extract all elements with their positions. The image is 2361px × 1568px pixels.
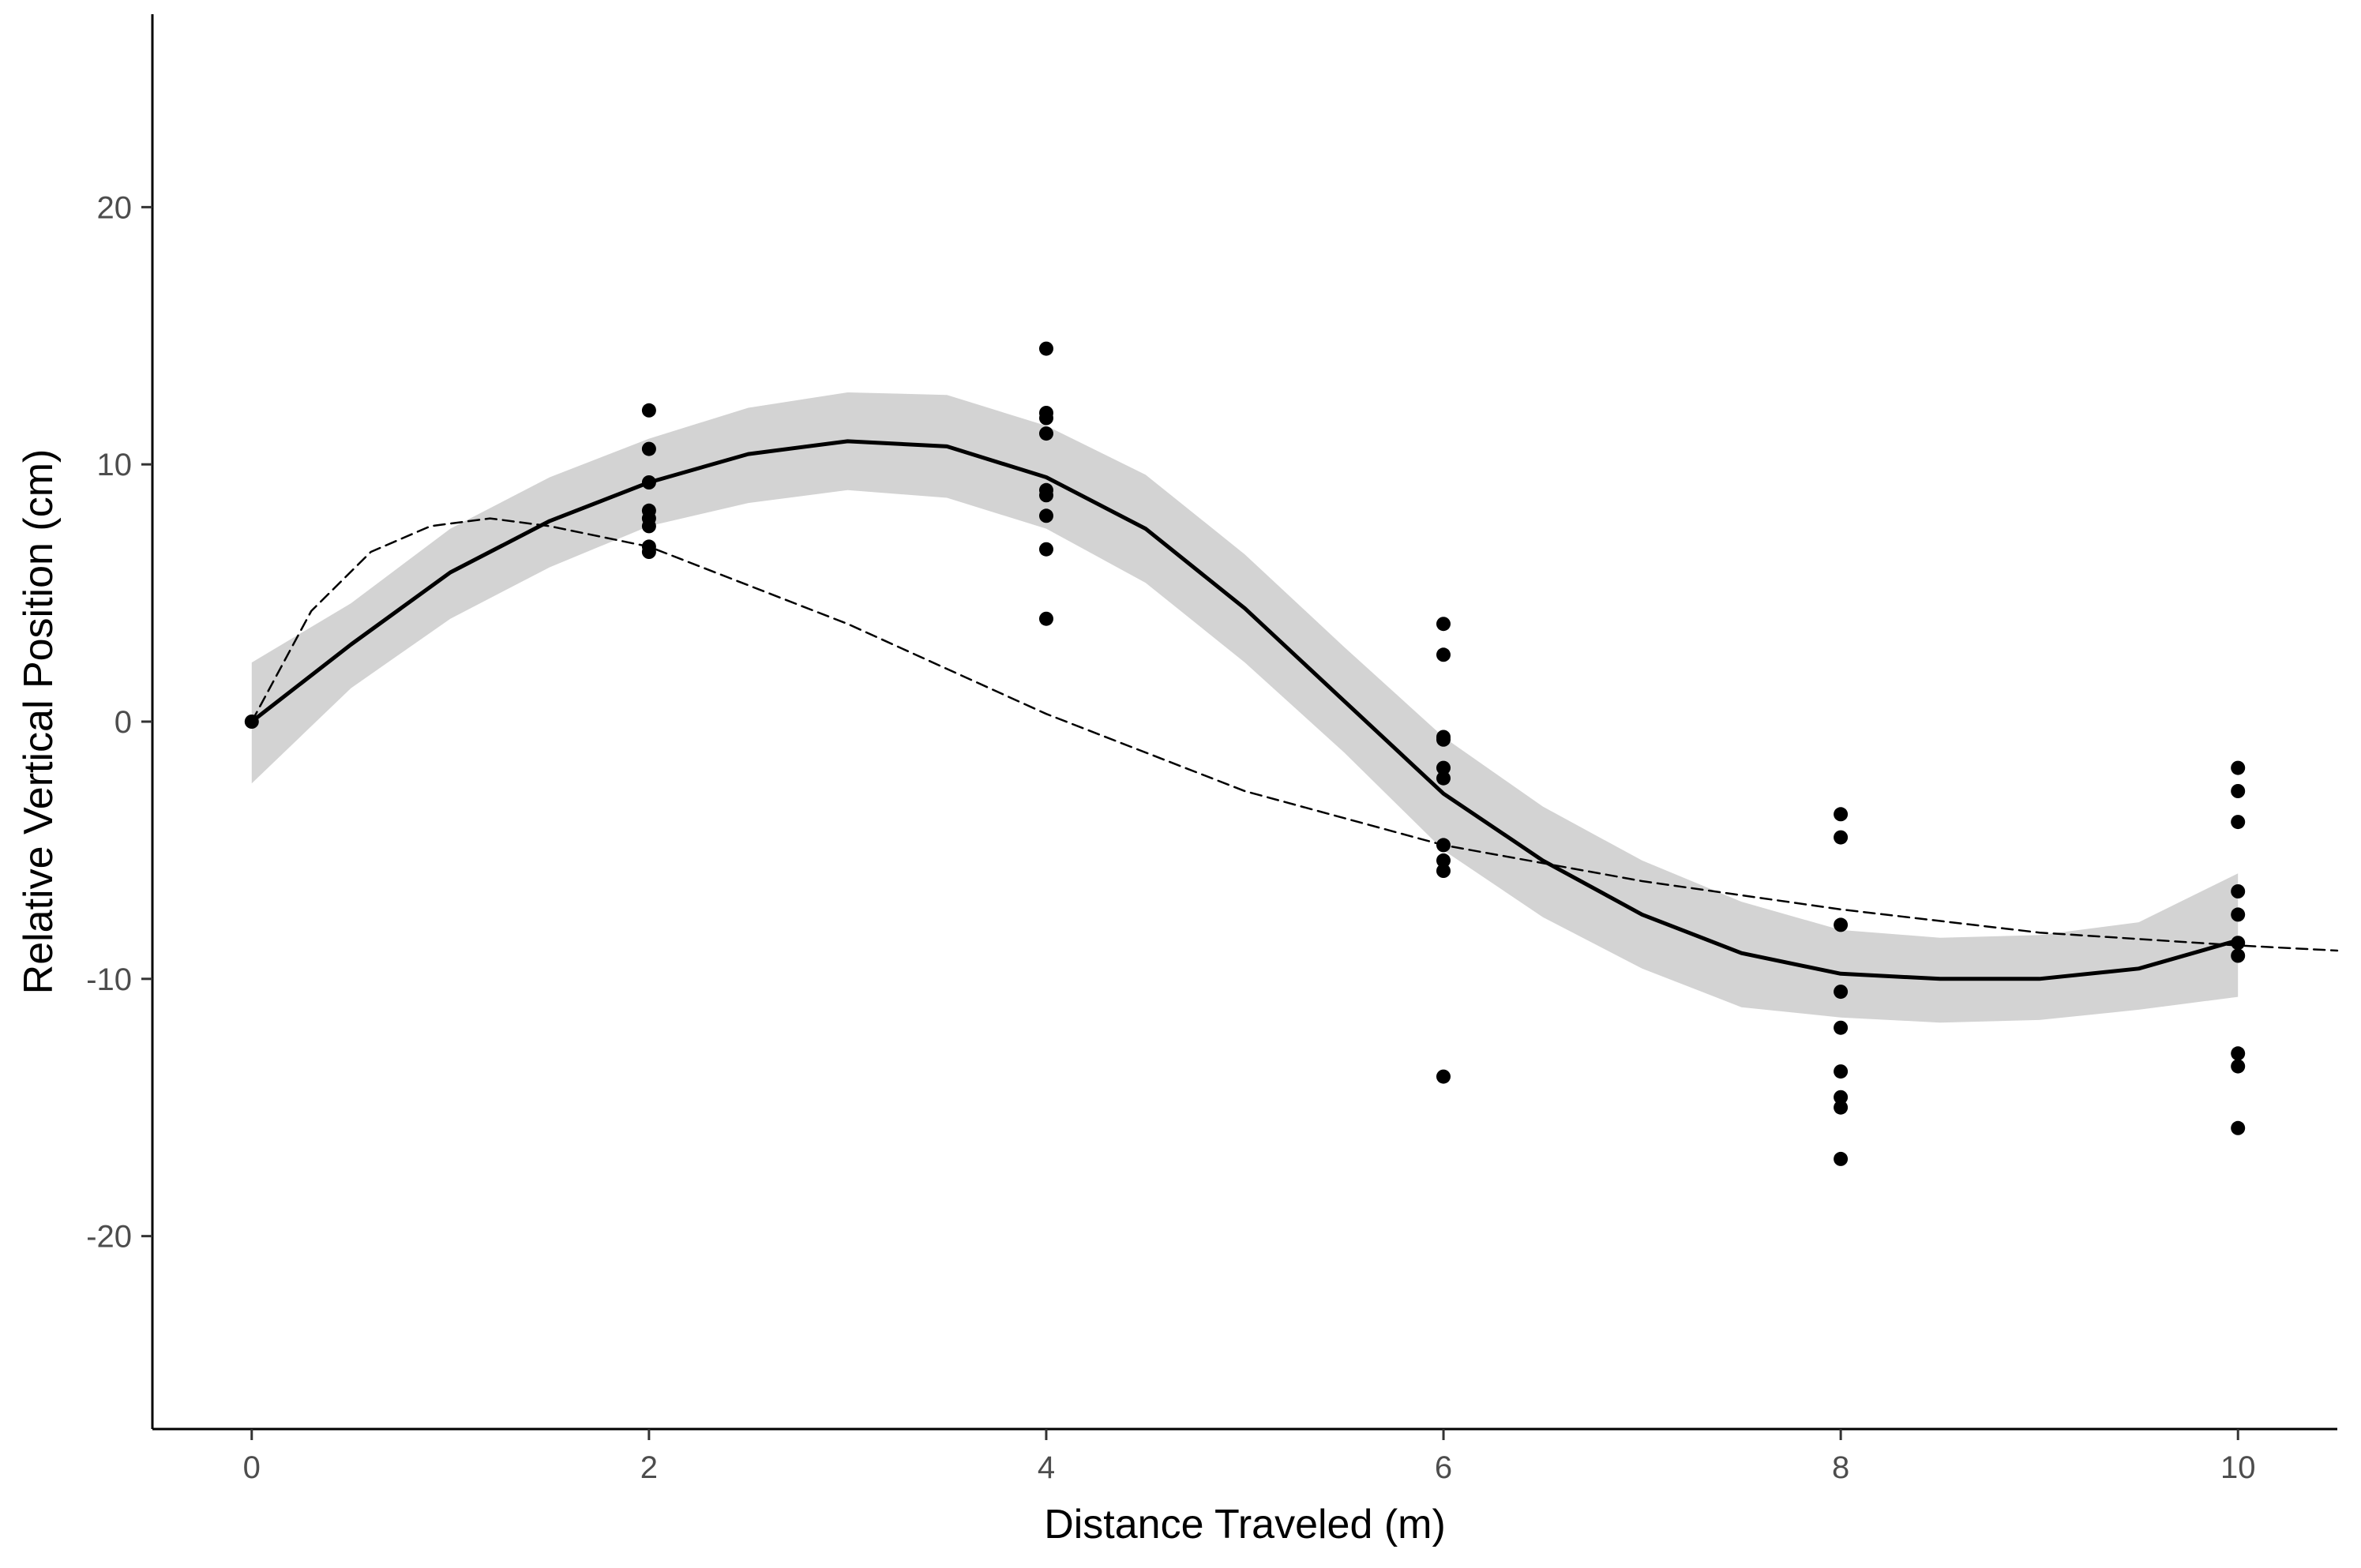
- data-point: [641, 519, 656, 534]
- data-point: [1436, 853, 1451, 868]
- x-tick-label: 10: [2220, 1450, 2256, 1485]
- data-point: [1039, 341, 1053, 356]
- data-point: [1039, 426, 1053, 441]
- data-point: [1039, 542, 1053, 557]
- data-point: [1436, 838, 1451, 853]
- data-point: [1834, 985, 1849, 1000]
- data-point: [2231, 884, 2246, 898]
- data-point: [2231, 1059, 2246, 1074]
- data-point: [1834, 807, 1849, 822]
- tick-labels-layer: 0 2 4 6 8 10 -20 -10 0 10 20: [86, 190, 2255, 1485]
- data-point: [1436, 617, 1451, 632]
- y-tick-label: -20: [86, 1220, 132, 1255]
- data-point: [641, 475, 656, 490]
- y-tick-label: 10: [97, 448, 133, 482]
- data-point: [1436, 732, 1451, 747]
- data-point: [1834, 1100, 1849, 1115]
- data-point: [1039, 611, 1053, 626]
- data-point: [1834, 917, 1849, 932]
- data-point: [1834, 1064, 1849, 1079]
- confidence-band: [251, 392, 2239, 1023]
- trend-lines-layer: [250, 439, 2339, 981]
- data-point: [1834, 830, 1849, 845]
- dashed-trend-line: [250, 517, 2339, 952]
- confidence-band-layer: [251, 392, 2239, 1023]
- data-points-layer: [244, 341, 2246, 1166]
- data-point: [1436, 647, 1451, 662]
- y-tick-label: 0: [114, 705, 132, 740]
- x-axis-title: Distance Traveled (m): [1044, 1502, 1446, 1547]
- data-point: [2231, 815, 2246, 830]
- data-point: [1039, 411, 1053, 426]
- x-tick-label: 0: [243, 1450, 261, 1485]
- x-tick-label: 2: [640, 1450, 658, 1485]
- x-tick-label: 6: [1435, 1450, 1452, 1485]
- data-point: [1436, 864, 1451, 878]
- x-tick-label: 8: [1832, 1450, 1849, 1485]
- data-point: [1834, 1090, 1849, 1105]
- data-point: [2231, 1046, 2246, 1061]
- data-point: [1834, 1151, 1849, 1166]
- data-point: [244, 715, 259, 729]
- data-point: [1039, 508, 1053, 523]
- x-tick-label: 4: [1038, 1450, 1055, 1485]
- data-point: [2231, 907, 2246, 922]
- data-point: [1436, 771, 1451, 786]
- smoothed-trend-line: [250, 439, 2240, 981]
- y-tick-label: -10: [86, 962, 132, 997]
- data-point: [2231, 784, 2246, 798]
- data-point: [1039, 488, 1053, 503]
- y-axis-title: Relative Vertical Position (cm): [16, 449, 62, 995]
- data-point: [641, 403, 656, 418]
- data-point: [641, 441, 656, 456]
- y-tick-label: 20: [97, 190, 133, 225]
- data-point: [2231, 936, 2246, 951]
- data-point: [2231, 760, 2246, 775]
- data-point: [641, 545, 656, 559]
- data-point: [1436, 760, 1451, 775]
- data-point: [1436, 1069, 1451, 1084]
- data-point: [2231, 1120, 2246, 1135]
- data-point: [2231, 948, 2246, 963]
- data-point: [1834, 1020, 1849, 1035]
